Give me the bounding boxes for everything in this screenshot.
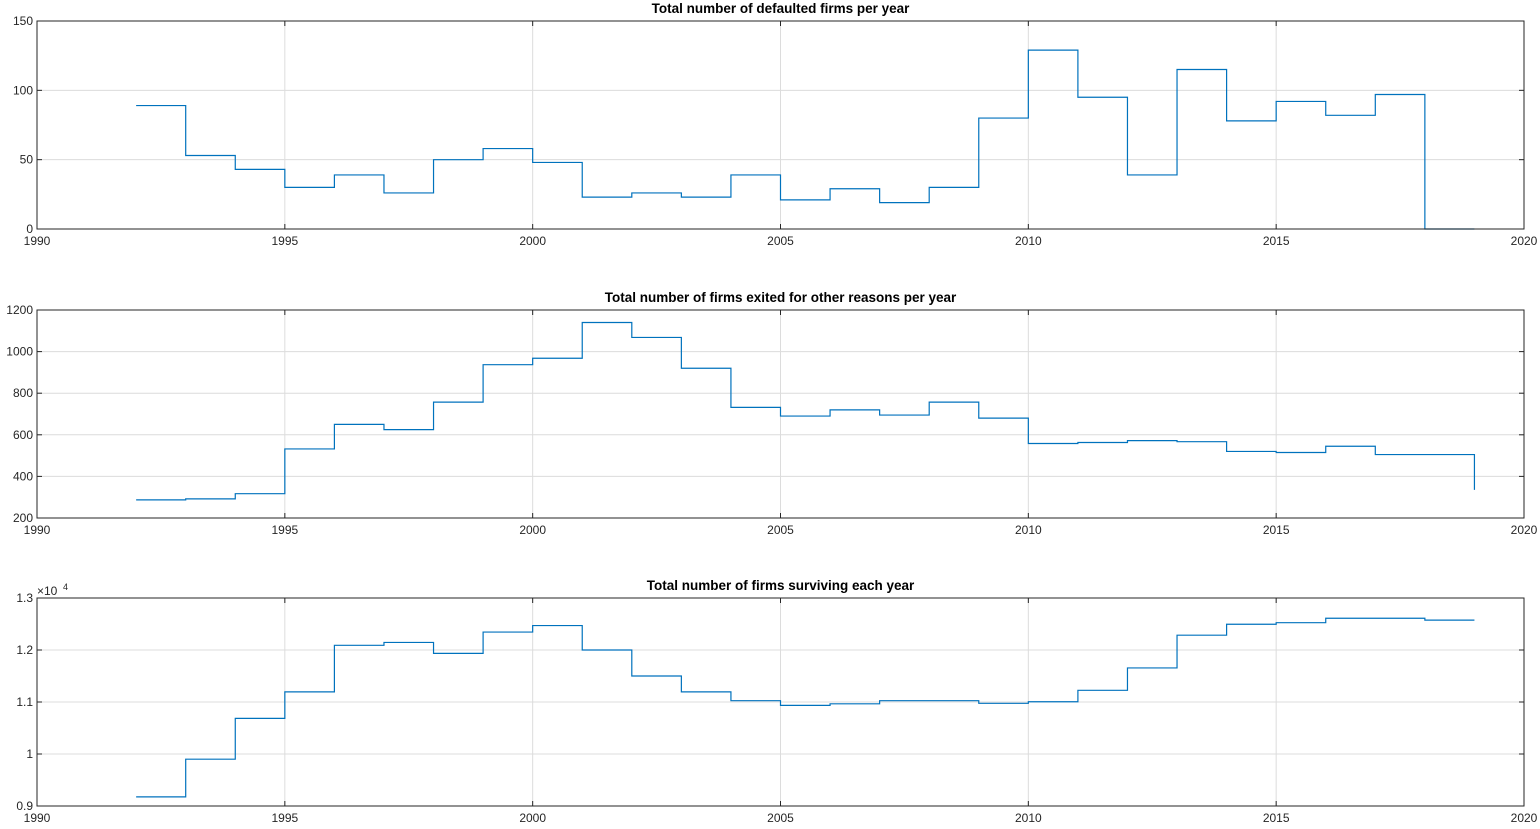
x-tick-label: 2020: [1511, 523, 1538, 537]
chart-panel-1: 1990 1995 2000 2005 2010 2015 2020 0 50 100 150 Tot…: [13, 1, 1538, 248]
x-tick-label: 1995: [271, 523, 298, 537]
x-tick-label: 2005: [767, 523, 794, 537]
x-tick-label: 2005: [767, 811, 794, 825]
x-tick-label: 2010: [1015, 234, 1042, 248]
y-tick-label: 1000: [6, 345, 33, 359]
data-series-line: [136, 617, 1475, 798]
y-tick-label: 200: [13, 511, 33, 525]
data-series-line: [136, 321, 1476, 501]
chart-panel-2: 1990 1995 2000 2005 2010 2015 2020 200 400 600 800…: [6, 290, 1537, 537]
x-tick-label: 1995: [271, 811, 298, 825]
x-tick-label: 2000: [519, 811, 546, 825]
data-series-line: [136, 49, 1475, 230]
y-tick-label: 1.2: [16, 643, 33, 657]
y-tick-label: 1.1: [16, 695, 33, 709]
y-tick-label: 600: [13, 428, 33, 442]
y-tick-label: 800: [13, 386, 33, 400]
y-tick-label: 0: [26, 222, 33, 236]
x-tick-label: 2020: [1511, 811, 1538, 825]
x-tick-label: 2015: [1263, 523, 1290, 537]
x-tick-label: 1990: [24, 234, 51, 248]
y-tick-label: 150: [13, 14, 33, 28]
y-tick-label: 50: [20, 153, 34, 167]
x-tick-label: 2020: [1511, 234, 1538, 248]
chart-panel-3: 1990 1995 2000 2005 2010 2015 2020 0.9 1 1.1 1.2 1.…: [16, 578, 1537, 825]
x-tick-label: 2005: [767, 234, 794, 248]
y-tick-label: 400: [13, 469, 33, 483]
x-tick-label: 2015: [1263, 811, 1290, 825]
x-tick-label: 2015: [1263, 234, 1290, 248]
y-tick-label: 0.9: [16, 799, 33, 813]
chart-title: Total number of defaulted firms per year: [652, 1, 911, 16]
x-tick-label: 1995: [271, 234, 298, 248]
x-tick-label: 2000: [519, 523, 546, 537]
y-tick-label: 100: [13, 83, 33, 97]
y-tick-label: 1200: [6, 303, 33, 317]
x-tick-label: 2010: [1015, 811, 1042, 825]
x-tick-label: 1990: [24, 523, 51, 537]
chart-title: Total number of firms surviving each yea…: [647, 578, 915, 593]
x-tick-label: 2000: [519, 234, 546, 248]
x-tick-label: 2010: [1015, 523, 1042, 537]
y-tick-label: 1: [26, 747, 33, 761]
y-tick-label: 1.3: [16, 591, 33, 605]
y-axis-exponent: ×10: [37, 584, 58, 598]
y-axis-exponent-power: 4: [63, 582, 68, 592]
x-tick-label: 1990: [24, 811, 51, 825]
chart-title: Total number of firms exited for other r…: [605, 290, 957, 305]
